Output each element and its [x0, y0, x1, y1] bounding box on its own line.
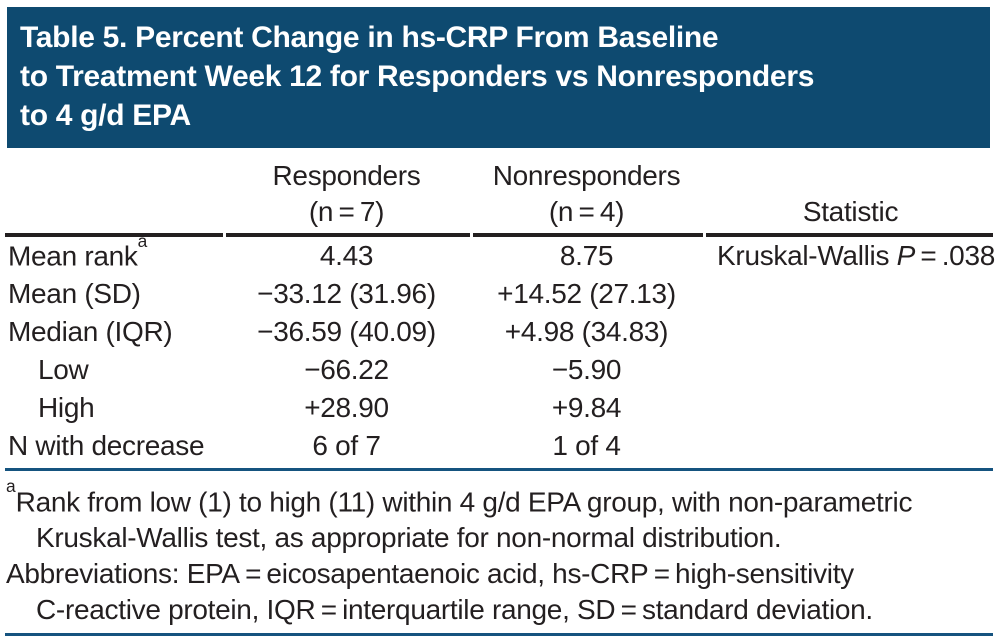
footnote-marker: a	[137, 230, 148, 251]
responders-value: 4.43	[319, 240, 374, 271]
header-rule-segment	[5, 233, 223, 237]
table-title-banner: Table 5. Percent Change in hs-CRP From B…	[7, 7, 990, 148]
row-label: N with decrease	[8, 430, 205, 461]
row-label: Median (IQR)	[8, 316, 173, 347]
responders-value: −36.59 (40.09)	[257, 316, 436, 347]
responders-value: −33.12 (31.96)	[257, 278, 436, 309]
table-row-high: High +28.90 +9.84	[0, 389, 998, 427]
statistic-value: Kruskal-Wallis P = .038	[703, 240, 998, 272]
column-header-responders: Responders (n = 7)	[223, 158, 470, 230]
header-rule-segment	[473, 233, 703, 237]
footnotes: aRank from low (1) to high (11) within 4…	[0, 471, 998, 628]
footnote-a-line-2: Kruskal-Wallis test, as appropriate for …	[36, 522, 782, 554]
row-label: Mean ranka	[0, 231, 223, 272]
table-header-row: Responders (n = 7) Nonresponders (n = 4)…	[0, 150, 998, 230]
statistic-test-name: Kruskal-Wallis	[717, 240, 897, 271]
footnote-a-line-1: aRank from low (1) to high (11) within 4…	[6, 476, 994, 520]
table-title-line-2: to Treatment Week 12 for Responders vs N…	[20, 60, 815, 93]
nonresponders-value: 8.75	[559, 240, 614, 271]
column-header-responders-label: Responders	[272, 160, 421, 191]
footnote-divider-rule	[5, 468, 993, 471]
column-header-empty	[0, 158, 223, 230]
row-label-text: Mean rank	[8, 240, 138, 272]
footnote-a-text: Rank from low (1) to high (11) within 4 …	[15, 486, 913, 518]
column-header-responders-n: (n = 7)	[308, 196, 385, 227]
column-header-nonresponders-n: (n = 4)	[548, 196, 625, 227]
bottom-rule	[5, 633, 993, 637]
table-row-mean-sd: Mean (SD) −33.12 (31.96) +14.52 (27.13)	[0, 275, 998, 313]
abbreviations-line-2: C-reactive protein, IQR = interquartile …	[36, 594, 873, 626]
table-title-line-3: to 4 g/d EPA	[20, 99, 191, 132]
nonresponders-value: −5.90	[551, 354, 622, 385]
table-row-low: Low −66.22 −5.90	[0, 351, 998, 389]
column-header-statistic-label: Statistic	[802, 196, 899, 227]
row-label: Low	[38, 354, 89, 385]
abbreviations-line-1: Abbreviations: EPA = eicosapentaenoic ac…	[6, 558, 854, 590]
table-row-median-iqr: Median (IQR) −36.59 (40.09) +4.98 (34.83…	[0, 313, 998, 351]
nonresponders-value: 1 of 4	[552, 430, 621, 461]
statistic-p-value: = .038	[915, 240, 995, 271]
header-rule	[5, 233, 993, 237]
header-rule-segment	[706, 233, 993, 237]
footnote-marker: a	[6, 476, 16, 497]
column-header-nonresponders-label: Nonresponders	[492, 160, 681, 191]
table-row-mean-rank: Mean ranka 4.43 8.75 Kruskal-Wallis P = …	[0, 231, 998, 275]
table-title-line-1: Table 5. Percent Change in hs-CRP From B…	[20, 21, 719, 54]
row-label: High	[38, 392, 95, 423]
table-row-n-with-decrease: N with decrease 6 of 7 1 of 4	[0, 427, 998, 465]
statistic-p-symbol: P	[896, 240, 916, 271]
nonresponders-value: +9.84	[551, 392, 622, 423]
responders-value: −66.22	[304, 354, 389, 385]
responders-value: +28.90	[304, 392, 389, 423]
responders-value: 6 of 7	[312, 430, 381, 461]
nonresponders-value: +4.98 (34.83)	[504, 316, 669, 347]
header-rule-segment	[226, 233, 470, 237]
nonresponders-value: +14.52 (27.13)	[497, 278, 676, 309]
row-label: Mean (SD)	[8, 278, 141, 309]
column-header-nonresponders: Nonresponders (n = 4)	[470, 158, 703, 230]
column-header-statistic: Statistic	[703, 158, 998, 230]
data-table: Responders (n = 7) Nonresponders (n = 4)…	[0, 150, 998, 637]
